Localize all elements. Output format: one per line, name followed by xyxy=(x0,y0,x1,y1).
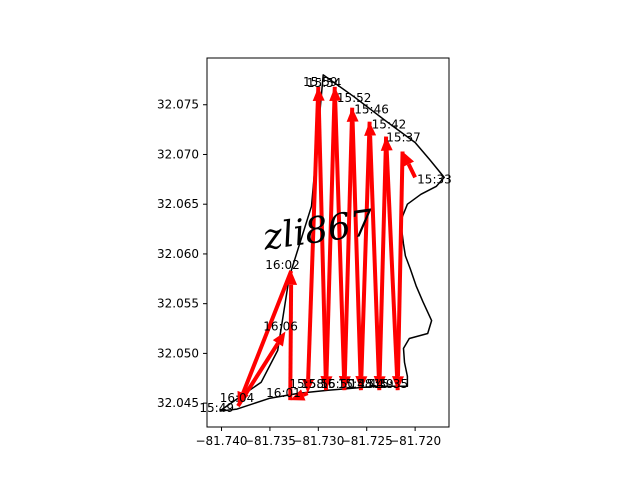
arrow-shaft xyxy=(377,136,389,377)
time-label: 16:02 xyxy=(265,258,300,272)
time-label: 15:59 xyxy=(303,75,338,89)
path-arrows xyxy=(236,86,417,408)
x-axis: −81.740−81.735−81.730−81.725−81.720 xyxy=(195,427,441,448)
time-label: 15:42 xyxy=(372,118,407,132)
arrow-shaft xyxy=(316,100,329,391)
arrow-shaft xyxy=(333,100,347,391)
path-arrow xyxy=(290,389,309,401)
arrow-shaft xyxy=(368,135,382,391)
y-tick-label: 32.070 xyxy=(157,147,199,161)
y-axis: 32.045 32.050 32.055 32.060 32.065 32.070 32.0… xyxy=(157,98,207,410)
time-label: 15:49 xyxy=(199,401,234,415)
arrow-shaft xyxy=(236,342,280,408)
time-label: 16:01 xyxy=(266,386,301,400)
arrow-head xyxy=(272,331,286,347)
arrow-shaft xyxy=(342,107,355,377)
time-label: 15:54 xyxy=(307,76,342,90)
x-tick-label: −81.730 xyxy=(292,434,344,448)
arrow-shaft xyxy=(324,86,337,377)
y-tick-label: 32.075 xyxy=(157,98,199,112)
y-tick-label: 32.045 xyxy=(157,396,199,410)
y-tick-label: 32.055 xyxy=(157,297,199,311)
arrow-shaft xyxy=(241,270,294,394)
arrow-shaft xyxy=(384,150,400,391)
x-tick-label: −81.735 xyxy=(244,434,296,448)
time-label: 15:50 xyxy=(320,377,355,391)
time-label: 16:04 xyxy=(220,391,255,405)
time-label: 15:44 xyxy=(349,377,384,391)
arrow-shaft xyxy=(350,121,363,391)
time-label: 15:35 xyxy=(374,377,409,391)
time-label: 15:37 xyxy=(386,131,421,145)
y-tick-label: 32.060 xyxy=(157,247,199,261)
arrow-shaft xyxy=(395,151,405,377)
x-tick-label: −81.740 xyxy=(195,434,247,448)
axes-frame xyxy=(206,57,450,428)
arrow-shaft xyxy=(359,121,372,377)
arrow-shaft xyxy=(406,163,417,179)
time-label: 15:56 xyxy=(301,377,336,391)
path-arrow xyxy=(402,151,417,179)
time-label: 15:58 xyxy=(289,377,324,391)
time-label: 15:52 xyxy=(337,91,372,105)
arrow-shaft xyxy=(306,86,321,380)
path-arrow xyxy=(302,86,321,394)
path-arrow xyxy=(236,331,286,408)
arrow-head xyxy=(402,151,415,167)
time-label: 15:39 xyxy=(359,377,394,391)
y-tick-label: 32.065 xyxy=(157,197,199,211)
time-label: 15:46 xyxy=(354,103,389,117)
arrow-head xyxy=(302,378,315,394)
x-tick-label: −81.720 xyxy=(389,434,441,448)
y-tick-label: 32.050 xyxy=(157,346,199,360)
x-tick-label: −81.725 xyxy=(341,434,393,448)
time-label: 15:48 xyxy=(338,377,373,391)
plot-border xyxy=(206,57,450,428)
time-label: 15:33 xyxy=(417,172,452,186)
arrow-head xyxy=(290,389,306,401)
arrow-shaft xyxy=(288,284,294,401)
time-label: 16:06 xyxy=(263,320,298,334)
arrow-shaft xyxy=(302,391,309,397)
